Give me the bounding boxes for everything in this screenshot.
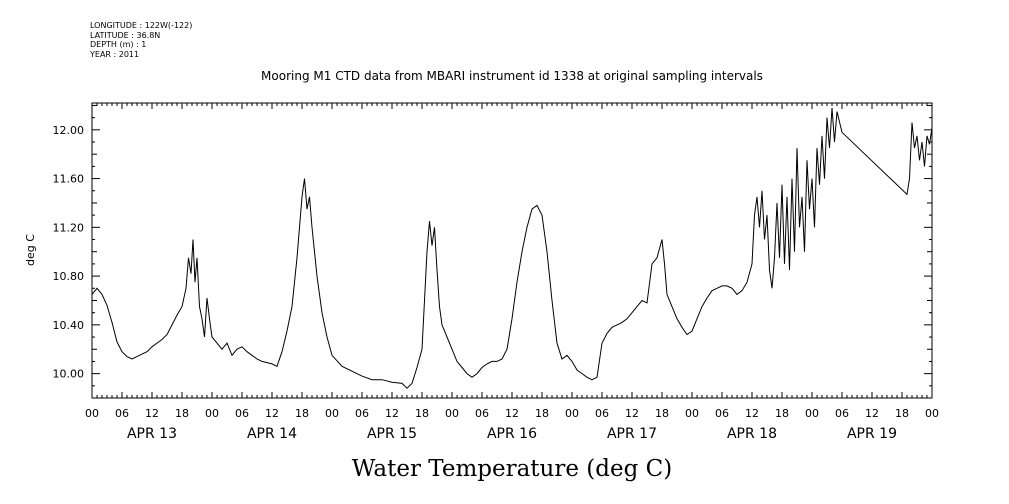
x-tick-label: 12 (385, 407, 399, 420)
x-tick-label: 00 (925, 407, 939, 420)
day-label: APR 13 (127, 426, 177, 442)
axis-labels: 00 06 12 18 00 06 12 18 00 06 12 18 00 06 12 18 00 06 12 18… (53, 124, 940, 442)
x-tick-label: 06 (715, 407, 729, 420)
x-tick-label: 18 (775, 407, 789, 420)
y-tick-label: 10.80 (53, 270, 85, 283)
day-label: APR 17 (607, 426, 657, 442)
y-tick-label: 10.40 (53, 319, 85, 332)
x-tick-label: 12 (265, 407, 279, 420)
x-tick-label: 06 (475, 407, 489, 420)
y-tick-label: 10.00 (53, 368, 85, 381)
x-tick-label: 00 (205, 407, 219, 420)
plot-frame (91, 102, 933, 399)
axis-ticks (91, 103, 933, 399)
temperature-series-line (91, 107, 933, 389)
x-tick-label: 12 (145, 407, 159, 420)
chart-caption: Water Temperature (deg C) (352, 456, 672, 482)
x-tick-label: 06 (235, 407, 249, 420)
x-tick-label: 06 (595, 407, 609, 420)
x-tick-label: 18 (415, 407, 429, 420)
x-tick-label: 00 (685, 407, 699, 420)
y-axis-label: deg C (24, 234, 37, 266)
x-tick-label: 00 (565, 407, 579, 420)
x-tick-label: 12 (865, 407, 879, 420)
x-tick-label: 18 (655, 407, 669, 420)
x-tick-label: 06 (355, 407, 369, 420)
x-tick-label: 06 (835, 407, 849, 420)
day-label: APR 14 (247, 426, 297, 442)
longitude-text: LONGITUDE : 122W(-122) (90, 21, 193, 30)
day-label: APR 16 (487, 426, 537, 442)
x-tick-label: 00 (85, 407, 99, 420)
day-label: APR 18 (727, 426, 777, 442)
x-tick-label: 00 (325, 407, 339, 420)
x-tick-label: 00 (445, 407, 459, 420)
day-label: APR 19 (847, 426, 897, 442)
depth-text: DEPTH (m) : 1 (90, 40, 147, 49)
x-tick-label: 12 (625, 407, 639, 420)
x-tick-label: 18 (175, 407, 189, 420)
x-tick-label: 12 (745, 407, 759, 420)
y-tick-label: 11.60 (53, 173, 85, 186)
x-tick-label: 18 (535, 407, 549, 420)
metadata-block: LONGITUDE : 122W(-122) LATITUDE : 36.8N … (90, 21, 192, 59)
day-label: APR 15 (367, 426, 417, 442)
latitude-text: LATITUDE : 36.8N (90, 30, 161, 40)
y-tick-label: 11.20 (53, 221, 85, 234)
x-tick-label: 18 (295, 407, 309, 420)
chart-title: Mooring M1 CTD data from MBARI instrumen… (261, 69, 763, 83)
y-tick-label: 12.00 (53, 124, 85, 137)
x-tick-label: 06 (115, 407, 129, 420)
x-tick-label: 12 (505, 407, 519, 420)
x-tick-label: 00 (805, 407, 819, 420)
year-text: YEAR : 2011 (90, 49, 140, 59)
x-tick-label: 18 (895, 407, 909, 420)
